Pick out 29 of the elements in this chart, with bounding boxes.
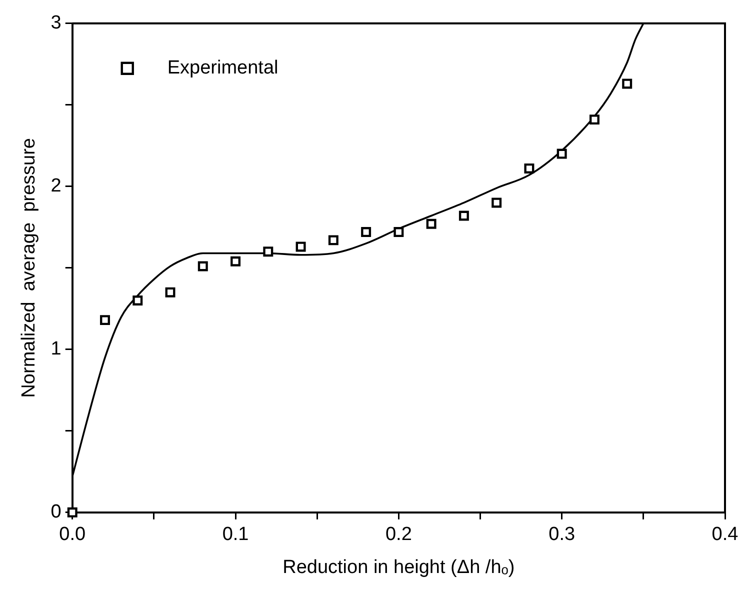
point [263,246,274,257]
point [589,114,600,125]
y-tick-label: 2 [50,176,62,197]
legend-label: Experimental [167,58,278,79]
x-tick-label: 0.2 [385,524,412,546]
point [426,218,436,229]
point [296,242,306,252]
point [198,261,208,272]
point [132,296,143,306]
y-tick-label: 1 [50,338,62,360]
point [556,148,567,159]
point [230,256,241,266]
point [622,78,632,89]
point [328,235,338,246]
point [492,198,502,208]
y-tick-label: 3 [50,12,62,34]
point [100,315,110,326]
x-tick-label: 0.4 [712,524,739,546]
x-tick-label: 0.3 [548,524,576,546]
y-axis-title: Normalized average pressure [18,138,40,398]
point [394,227,404,238]
point [458,210,469,221]
point [524,163,534,174]
y-tick-label: 0 [50,502,62,523]
x-tick-label: 0.0 [59,524,86,546]
x-axis-title: Reduction in height (Δh /hₒ) [282,556,515,578]
x-tick-label: 0.1 [222,524,249,546]
point [361,227,372,238]
point [165,287,176,298]
